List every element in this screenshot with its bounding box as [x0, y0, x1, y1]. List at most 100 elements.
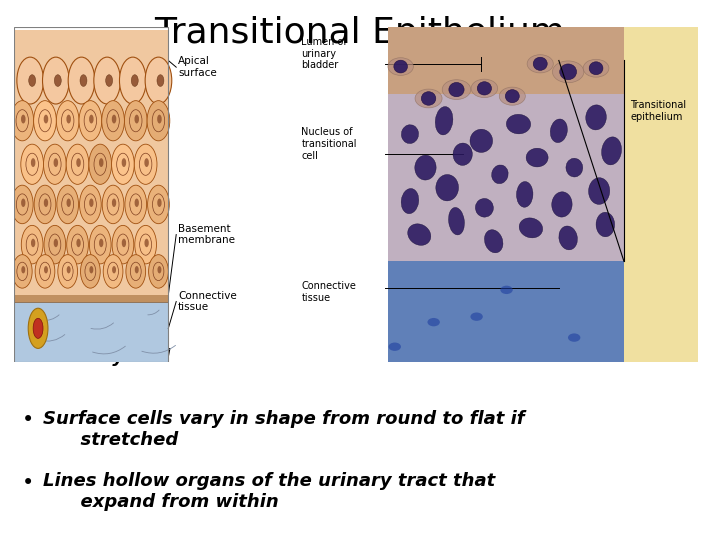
Ellipse shape	[17, 57, 43, 104]
Ellipse shape	[21, 144, 43, 184]
Ellipse shape	[31, 158, 35, 167]
Text: •: •	[22, 472, 34, 492]
Ellipse shape	[21, 199, 25, 207]
Ellipse shape	[147, 100, 170, 141]
Ellipse shape	[42, 57, 69, 104]
Ellipse shape	[388, 58, 413, 76]
Ellipse shape	[120, 57, 146, 104]
Ellipse shape	[68, 57, 95, 104]
FancyBboxPatch shape	[14, 30, 168, 295]
FancyArrowPatch shape	[91, 323, 114, 329]
Ellipse shape	[54, 239, 58, 247]
Ellipse shape	[519, 218, 543, 238]
Bar	[14, 295, 168, 362]
Text: Connective
tissue: Connective tissue	[178, 291, 237, 312]
Ellipse shape	[12, 185, 33, 224]
Ellipse shape	[436, 106, 453, 135]
Ellipse shape	[568, 333, 580, 342]
Ellipse shape	[157, 75, 164, 86]
Ellipse shape	[89, 225, 111, 264]
Ellipse shape	[158, 266, 161, 273]
Ellipse shape	[415, 89, 442, 108]
Ellipse shape	[44, 199, 48, 207]
Ellipse shape	[12, 255, 32, 288]
Ellipse shape	[125, 185, 147, 224]
Ellipse shape	[453, 143, 472, 165]
Ellipse shape	[415, 155, 436, 180]
Ellipse shape	[534, 57, 547, 70]
Ellipse shape	[559, 226, 577, 250]
Ellipse shape	[145, 57, 172, 104]
Ellipse shape	[131, 75, 138, 86]
Text: Transitional Epithelium: Transitional Epithelium	[155, 16, 565, 50]
Text: Apical
surface: Apical surface	[178, 56, 217, 78]
Ellipse shape	[135, 144, 157, 184]
Bar	[14, 288, 168, 301]
Ellipse shape	[76, 158, 81, 167]
FancyArrowPatch shape	[142, 346, 176, 353]
Ellipse shape	[112, 114, 117, 124]
Ellipse shape	[516, 181, 533, 207]
Ellipse shape	[470, 313, 483, 321]
Bar	[388, 94, 624, 268]
Ellipse shape	[44, 266, 48, 273]
Ellipse shape	[94, 57, 120, 104]
Ellipse shape	[103, 255, 123, 288]
Ellipse shape	[566, 158, 582, 177]
Bar	[388, 27, 624, 100]
Bar	[14, 27, 168, 362]
Ellipse shape	[500, 286, 513, 294]
Ellipse shape	[471, 79, 498, 98]
Ellipse shape	[506, 114, 531, 134]
Ellipse shape	[55, 75, 61, 86]
Ellipse shape	[552, 192, 572, 217]
Ellipse shape	[43, 144, 66, 184]
Ellipse shape	[106, 75, 112, 86]
FancyArrowPatch shape	[93, 346, 125, 354]
Ellipse shape	[102, 100, 125, 141]
Ellipse shape	[89, 114, 94, 124]
Ellipse shape	[135, 266, 139, 273]
Ellipse shape	[112, 266, 116, 273]
Ellipse shape	[408, 224, 431, 245]
Ellipse shape	[157, 199, 161, 207]
Ellipse shape	[436, 174, 459, 201]
Ellipse shape	[53, 158, 58, 167]
Ellipse shape	[125, 100, 147, 141]
Text: Lumen of
urinary
bladder: Lumen of urinary bladder	[302, 37, 347, 70]
Ellipse shape	[505, 90, 519, 103]
Text: Basement
membrane: Basement membrane	[178, 224, 235, 245]
Ellipse shape	[122, 239, 126, 247]
Ellipse shape	[527, 55, 553, 73]
Ellipse shape	[22, 266, 25, 273]
Ellipse shape	[470, 129, 492, 152]
Ellipse shape	[492, 165, 508, 184]
Ellipse shape	[56, 100, 79, 141]
Ellipse shape	[99, 158, 104, 167]
Ellipse shape	[499, 87, 526, 105]
Ellipse shape	[66, 144, 89, 184]
Ellipse shape	[29, 75, 35, 86]
Text: Transitional
epithelium: Transitional epithelium	[630, 100, 686, 122]
Ellipse shape	[66, 114, 71, 124]
Ellipse shape	[602, 137, 621, 165]
Ellipse shape	[102, 185, 124, 224]
Ellipse shape	[394, 60, 408, 73]
Ellipse shape	[35, 255, 55, 288]
Ellipse shape	[148, 185, 169, 224]
Ellipse shape	[550, 119, 567, 143]
Ellipse shape	[79, 100, 102, 141]
Ellipse shape	[148, 255, 168, 288]
Ellipse shape	[28, 308, 48, 348]
Ellipse shape	[401, 188, 419, 214]
Ellipse shape	[44, 225, 66, 264]
Ellipse shape	[485, 230, 503, 253]
Ellipse shape	[31, 239, 35, 247]
Ellipse shape	[58, 255, 78, 288]
Ellipse shape	[552, 61, 584, 83]
Bar	[14, 27, 168, 362]
Ellipse shape	[475, 199, 493, 217]
Ellipse shape	[67, 225, 89, 264]
Ellipse shape	[81, 255, 100, 288]
Ellipse shape	[57, 185, 78, 224]
